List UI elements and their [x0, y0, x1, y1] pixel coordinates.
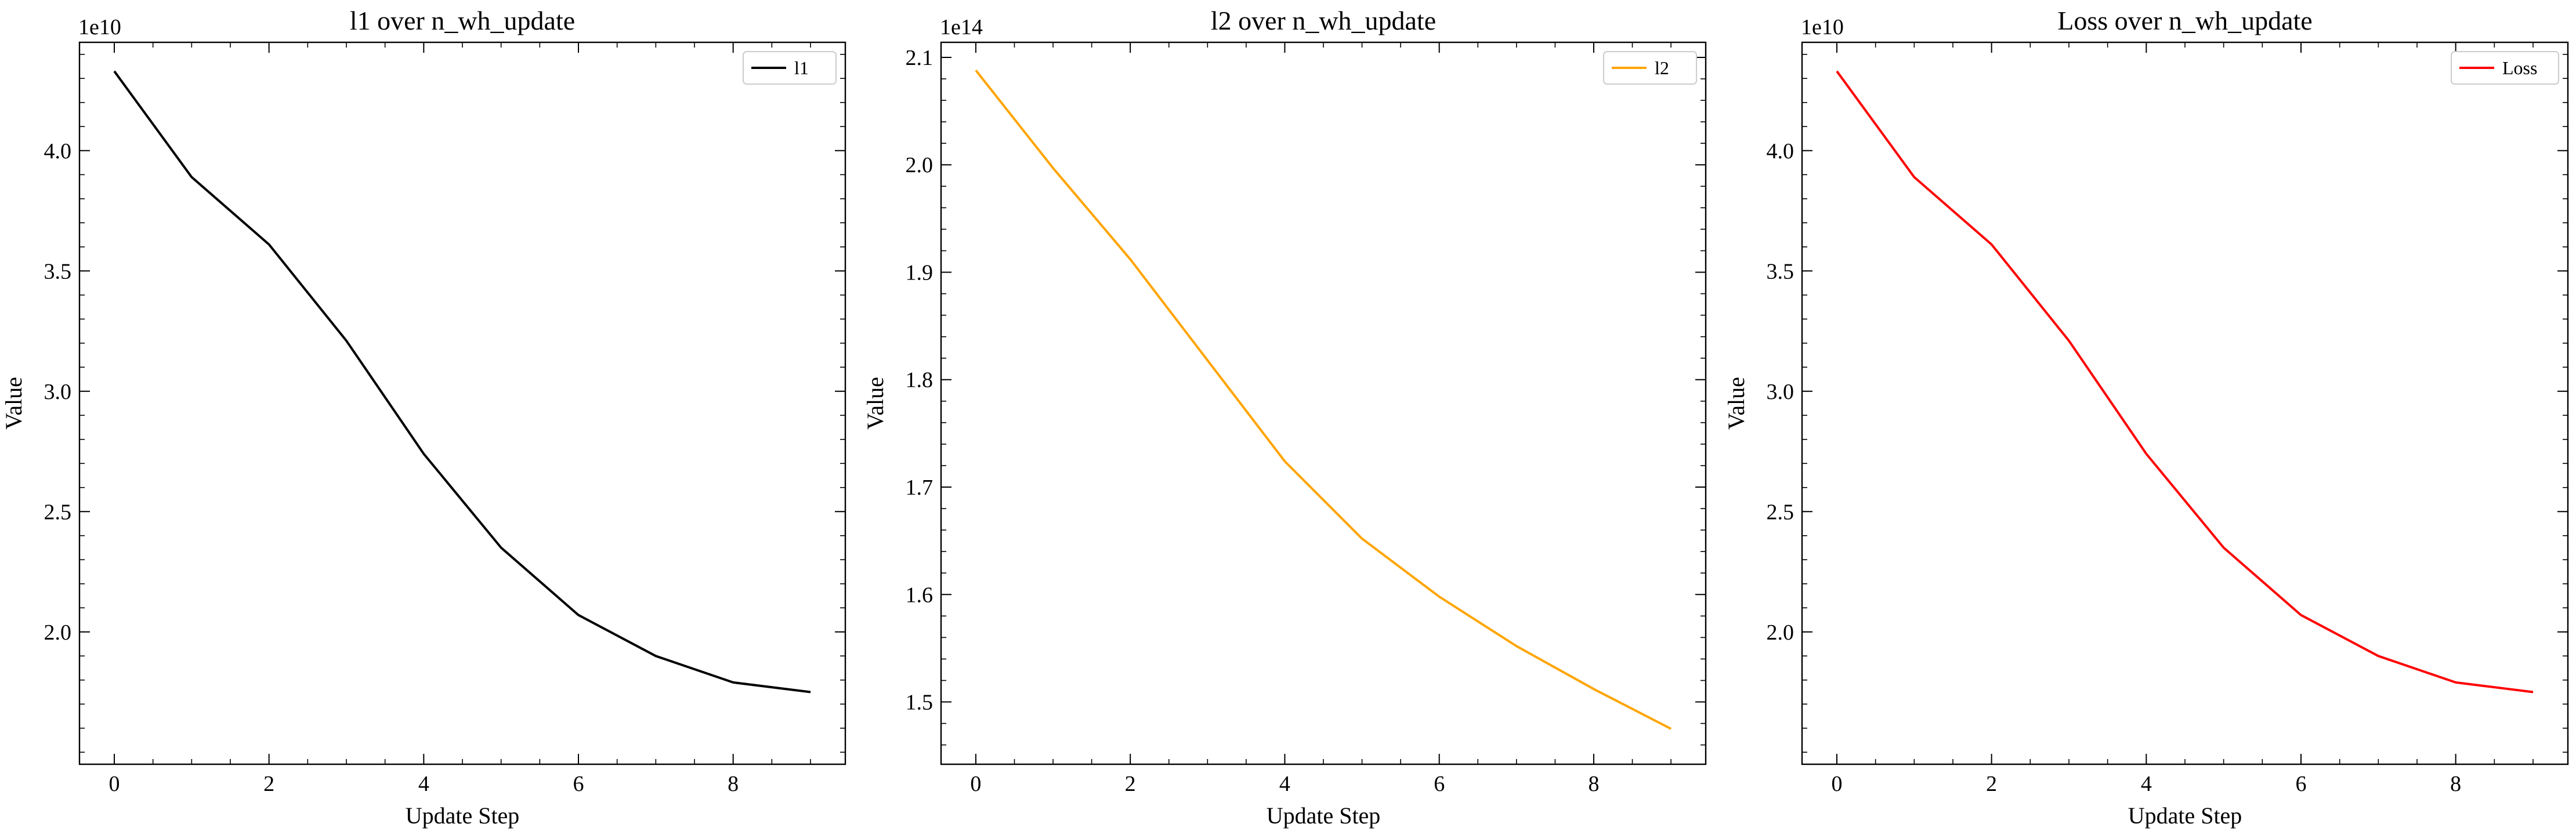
x-tick-label: 0 — [970, 772, 981, 796]
x-tick-label: 2 — [1125, 772, 1136, 796]
chart-panel-3: 0 2 4 6 8 2.0 2.5 3.0 3.5 4.0 Loss over n_wh_updat… — [1723, 6, 2569, 829]
y-tick-label: 3.5 — [44, 259, 72, 284]
x-tick-label: 6 — [573, 772, 584, 796]
y-tick-label: 3.5 — [1767, 259, 1794, 284]
y-tick-label: 1.8 — [906, 368, 934, 393]
x-tick-label: 0 — [1832, 772, 1843, 796]
y-tick-label: 3.0 — [44, 380, 72, 404]
y-axis-label: Value — [1723, 377, 1749, 430]
legend-box — [2451, 51, 2559, 85]
chart-panel-1: 0 2 4 6 8 2.0 2.5 3.0 3.5 4.0 l1 over n_wh_update U… — [1, 6, 846, 829]
legend-box — [1603, 51, 1697, 85]
x-axis-label: Update Step — [406, 803, 520, 829]
legend: Loss — [2451, 51, 2559, 85]
y-offset-label: 1e10 — [1801, 15, 1844, 39]
x-tick-label: 0 — [109, 772, 120, 796]
series-line-loss — [1836, 70, 2534, 694]
y-tick-label: 1.6 — [906, 583, 934, 607]
x-tick-label: 8 — [728, 772, 739, 796]
y-axis-label: Value — [1, 377, 27, 430]
y-tick-label: 2.5 — [1767, 500, 1794, 524]
chart-panel-2: 0 2 4 6 8 1.5 1.6 1.7 1.8 1.9 2.0 2.1 l2 over n_wh_u… — [862, 6, 1707, 829]
legend: l2 — [1603, 51, 1697, 85]
y-offset-label: 1e14 — [940, 15, 983, 39]
legend-label: Loss — [2502, 57, 2537, 78]
x-tick-label: 2 — [263, 772, 274, 796]
y-tick-label: 2.0 — [44, 620, 72, 645]
x-tick-label: 2 — [1986, 772, 1997, 796]
y-tick-label: 1.9 — [906, 260, 934, 285]
chart-title: l2 over n_wh_update — [1211, 6, 1436, 35]
y-tick-label: 4.0 — [44, 139, 72, 164]
x-tick-label: 6 — [2296, 772, 2307, 796]
legend: l1 — [743, 51, 837, 85]
y-offset-label: 1e10 — [78, 15, 121, 39]
series-line-l1 — [113, 70, 811, 694]
y-axis-label: Value — [862, 377, 888, 430]
legend-box — [743, 51, 837, 85]
x-tick-label: 4 — [418, 772, 429, 796]
legend-label: l2 — [1655, 57, 1669, 78]
y-tick-label: 2.5 — [44, 500, 72, 524]
plot-frame — [78, 41, 846, 765]
y-tick-label: 1.5 — [906, 691, 934, 715]
x-tick-label: 4 — [2141, 772, 2152, 796]
x-tick-label: 8 — [1588, 772, 1599, 796]
chart-title: Loss over n_wh_update — [2057, 6, 2312, 35]
x-tick-label: 8 — [2450, 772, 2461, 796]
x-tick-label: 4 — [1279, 772, 1290, 796]
legend-label: l1 — [794, 57, 809, 78]
x-tick-label: 6 — [1434, 772, 1445, 796]
y-tick-label: 2.0 — [906, 153, 934, 177]
y-tick-label: 2.0 — [1767, 620, 1794, 645]
y-tick-label: 2.1 — [906, 46, 934, 70]
plot-frame — [1801, 41, 2569, 765]
y-tick-label: 3.0 — [1767, 380, 1794, 404]
series-line-l2 — [975, 69, 1672, 730]
plot-frame — [940, 41, 1707, 765]
y-tick-label: 1.7 — [906, 475, 934, 500]
chart-title: l1 over n_wh_update — [350, 6, 575, 35]
x-axis-label: Update Step — [1267, 803, 1381, 829]
y-tick-label: 4.0 — [1767, 139, 1794, 164]
x-axis-label: Update Step — [2128, 803, 2242, 829]
